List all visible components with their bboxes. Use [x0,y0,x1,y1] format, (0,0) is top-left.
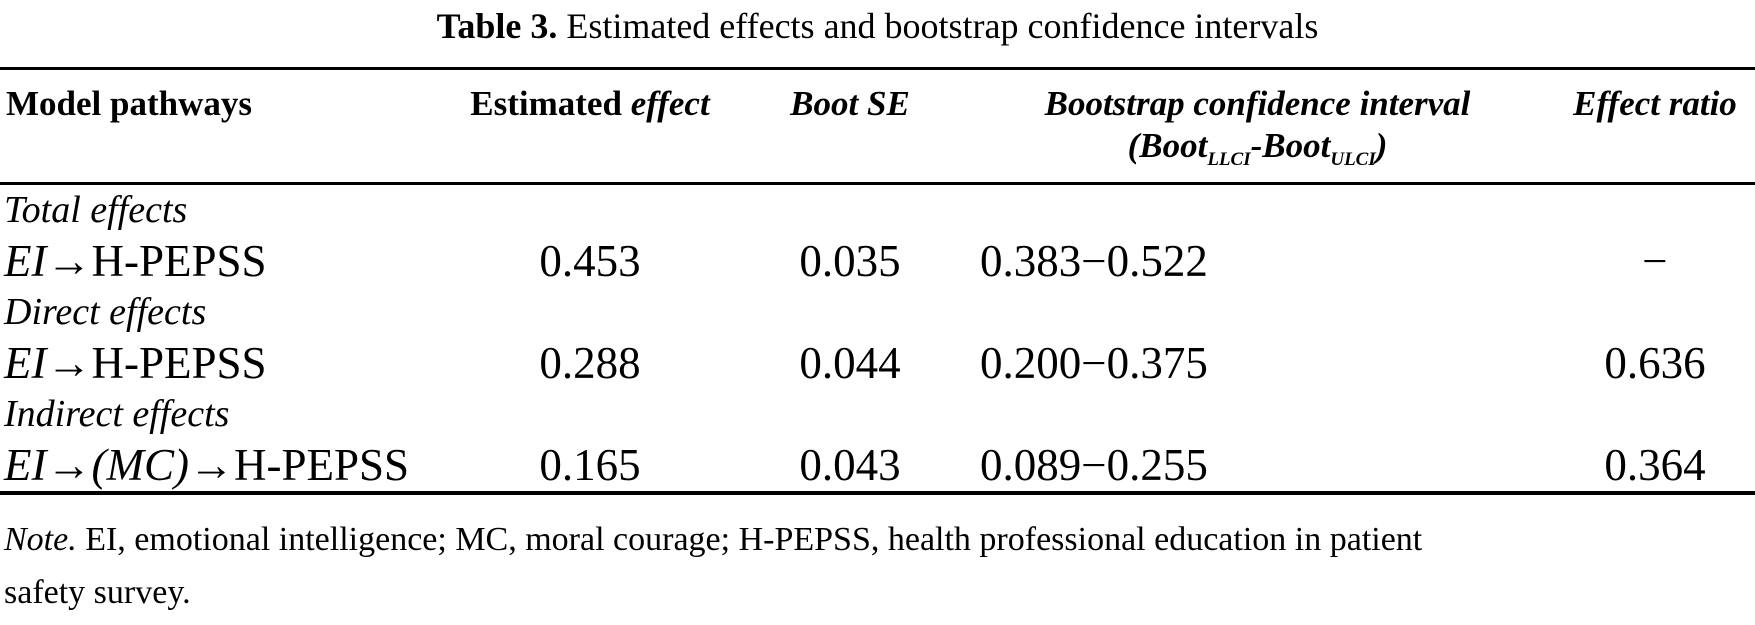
table-caption-number: Table 3. [436,6,558,46]
section-label: Direct effects [4,291,207,333]
effects-table: Model pathways Estimated effect Boot SE … [0,67,1755,495]
effect-ratio-cell: 0.364 [1604,440,1706,490]
llci-subscript: LLCI [1207,149,1251,170]
effect-ratio-cell: − [1642,236,1668,286]
ci-header-line1: Bootstrap confidence interval [1044,84,1471,123]
data-row-total-ei-hpepss: EI→H-PEPSS 0.453 0.035 0.383−0.522 − [0,236,1755,287]
section-row-direct-effects: Direct effects [0,287,1755,338]
estimated-effect-cell: 0.453 [539,236,641,286]
table-caption: Table 3. Estimated effects and bootstrap… [0,0,1755,67]
pathway-cell: EI→(MC)→H-PEPSS [4,440,410,490]
column-header-boot-se: Boot SE [790,84,910,123]
header-row: Model pathways Estimated effect Boot SE … [0,68,1755,184]
column-header-bootstrap-ci: Bootstrap confidence interval (BootLLCI-… [960,69,1555,184]
column-header-estimated-effect: Estimated effect [470,84,710,123]
boot-se-cell: 0.044 [799,338,901,388]
data-row-indirect-ei-mc-hpepss: EI→(MC)→H-PEPSS 0.165 0.043 0.089−0.255 … [0,440,1755,493]
confidence-interval-cell: 0.089−0.255 [980,440,1208,490]
column-header-effect-ratio: Effect ratio [1573,84,1737,123]
arrow-glyph: → [46,236,92,286]
note-label: Note. [4,521,77,558]
ci-header-line2: (BootLLCI-BootULCI) [1127,126,1388,170]
arrow-glyph: → [46,440,92,490]
column-header-model-pathways: Model pathways [6,84,252,123]
estimated-effect-cell: 0.288 [539,338,641,388]
arrow-glyph: → [46,338,92,388]
section-row-total-effects: Total effects [0,184,1755,237]
effect-ratio-cell: 0.636 [1604,338,1706,388]
section-row-indirect-effects: Indirect effects [0,389,1755,440]
table-note: Note. EI, emotional intelligence; MC, mo… [0,495,1755,619]
boot-se-cell: 0.043 [799,440,901,490]
arrow-glyph: → [188,440,234,490]
estimated-effect-cell: 0.165 [539,440,641,490]
section-label: Total effects [4,189,188,231]
table-header: Model pathways Estimated effect Boot SE … [0,68,1755,184]
pathway-cell: EI→H-PEPSS [4,236,267,286]
data-row-direct-ei-hpepss: EI→H-PEPSS 0.288 0.044 0.200−0.375 0.636 [0,338,1755,389]
note-line2: safety survey. [4,574,191,611]
note-line1: Note. EI, emotional intelligence; MC, mo… [4,521,1423,558]
pathway-cell: EI→H-PEPSS [4,338,267,388]
boot-se-cell: 0.035 [799,236,901,286]
table-caption-text: Estimated effects and bootstrap confiden… [566,6,1319,46]
section-label: Indirect effects [4,393,230,435]
confidence-interval-cell: 0.200−0.375 [980,338,1208,388]
confidence-interval-cell: 0.383−0.522 [980,236,1208,286]
ulci-subscript: ULCI [1330,149,1376,170]
table-body: Total effects EI→H-PEPSS 0.453 0.035 0.3… [0,184,1755,493]
